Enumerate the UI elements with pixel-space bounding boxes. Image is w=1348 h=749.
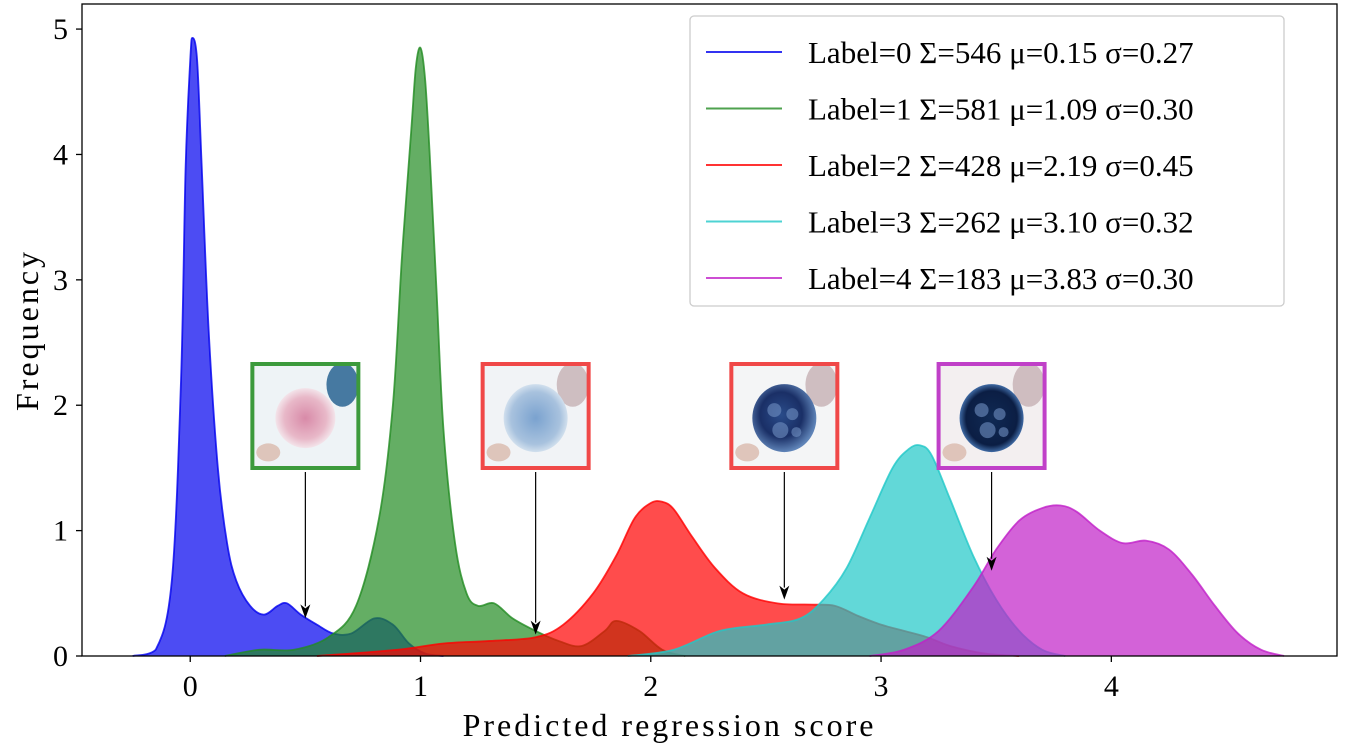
thumbnail-vacuole (974, 403, 989, 418)
thumbnail-vacuole (993, 408, 1006, 421)
thumbnail-vacuole (767, 403, 782, 418)
y-tick-label: 2 (53, 389, 68, 422)
legend-entry-label-1: Label=1 Σ=581 μ=1.09 σ=0.30 (808, 92, 1194, 127)
series-area-label-0 (132, 37, 444, 657)
legend: Label=0 Σ=546 μ=0.15 σ=0.27 Label=1 Σ=581… (689, 15, 1285, 307)
thumbnail-vacuole (786, 408, 799, 421)
thumbnail-neighbor-cell (735, 443, 760, 462)
legend-entry-label-4: Label=4 Σ=183 μ=3.83 σ=0.30 (808, 261, 1194, 296)
thumbnail-border (250, 362, 361, 470)
cell-thumbnails (250, 362, 1047, 635)
thumbnail-label-2-2 (729, 362, 840, 600)
thumbnail-arrowhead (779, 585, 790, 600)
thumbnail-neighbor-cell (805, 362, 838, 407)
thumbnail-label-1-0 (250, 362, 361, 619)
x-tick-label: 1 (413, 670, 428, 703)
x-tick-label: 4 (1104, 670, 1119, 703)
thumbnail-neighbor-cell (942, 443, 967, 462)
legend-entry-label-3: Label=3 Σ=262 μ=3.10 σ=0.32 (808, 205, 1194, 240)
thumbnail-neighbor-cell (486, 443, 511, 462)
thumbnail-vacuole (998, 427, 1009, 438)
thumbnail-vacuole (979, 422, 996, 439)
thumbnail-arrowhead (986, 556, 997, 571)
thumbnail-neighbor-cell (256, 443, 281, 462)
thumbnail-neighbor-cell (326, 362, 359, 407)
thumbnail-border (480, 362, 591, 470)
density-series (132, 36, 1285, 657)
plot-frame (81, 3, 1338, 657)
y-tick-label: 4 (53, 138, 68, 171)
thumbnail-label-2-1 (480, 362, 591, 635)
thumbnail-cell (275, 388, 336, 449)
series-line-label-4 (869, 504, 1285, 657)
thumbnail-neighbor-cell (556, 362, 589, 407)
thumbnail-label-4-3 (936, 362, 1047, 571)
thumbnail-arrowhead (530, 620, 541, 635)
y-tick-label: 0 (53, 640, 68, 673)
x-tick-label: 0 (183, 670, 198, 703)
legend-entry-label-0: Label=0 Σ=546 μ=0.15 σ=0.27 (808, 35, 1194, 70)
thumbnail-arrowhead (300, 604, 311, 619)
series-area-label-4 (869, 505, 1285, 656)
thumbnail-border (729, 362, 840, 470)
x-axis-title: Predicted regression score (463, 707, 877, 743)
y-axis-title: Frequency (9, 249, 45, 411)
axes: 0 1 2 3 4 0 1 2 3 4 5 (53, 13, 1119, 703)
legend-entry-label-2: Label=2 Σ=428 μ=2.19 σ=0.45 (808, 148, 1194, 183)
thumbnail-vacuole (772, 422, 789, 439)
thumbnail-border (936, 362, 1047, 470)
series-area-label-3 (627, 444, 1066, 656)
legend-box (689, 15, 1285, 307)
y-tick-label: 1 (53, 515, 68, 548)
thumbnail-cell (959, 384, 1024, 453)
thumbnail-cell (503, 384, 568, 453)
y-tick-label: 5 (53, 13, 68, 46)
y-tick-label: 3 (53, 264, 68, 297)
x-tick-label: 2 (643, 670, 658, 703)
thumbnail-vacuole (791, 427, 802, 438)
thumbnail-neighbor-cell (1012, 362, 1045, 407)
thumbnail-cell (752, 384, 817, 453)
x-tick-label: 3 (874, 670, 889, 703)
